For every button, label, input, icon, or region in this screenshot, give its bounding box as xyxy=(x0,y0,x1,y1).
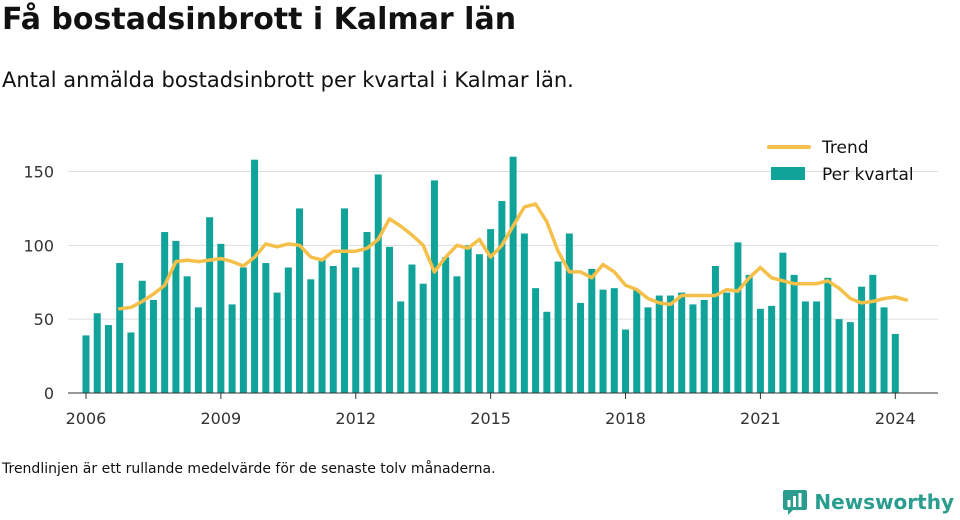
bar xyxy=(341,208,349,393)
x-tick-label: 2009 xyxy=(201,409,242,428)
bar xyxy=(116,263,124,393)
bar xyxy=(813,301,821,393)
bar xyxy=(149,299,157,393)
x-tick-label: 2021 xyxy=(740,409,781,428)
bar xyxy=(172,240,180,393)
bar xyxy=(307,279,315,393)
bar xyxy=(104,325,112,393)
bar xyxy=(217,243,225,393)
bar xyxy=(532,288,540,393)
bar xyxy=(577,302,585,393)
bar xyxy=(408,264,416,393)
legend-trend-label: Trend xyxy=(821,138,869,158)
bar xyxy=(385,246,393,393)
bar xyxy=(666,295,674,393)
chart-subtitle: Antal anmälda bostadsinbrott per kvartal… xyxy=(2,68,574,92)
bar xyxy=(779,252,787,393)
legend-bar-label: Per kvartal xyxy=(822,165,914,185)
bar xyxy=(239,267,247,393)
x-tick-label: 2024 xyxy=(875,409,916,428)
bar xyxy=(296,208,304,393)
bar xyxy=(194,307,202,393)
bar xyxy=(678,292,686,393)
y-tick-label: 150 xyxy=(23,163,54,182)
bar xyxy=(768,305,776,393)
x-tick-label: 2018 xyxy=(605,409,646,428)
bar xyxy=(700,299,708,393)
x-tick-label: 2012 xyxy=(335,409,376,428)
bar xyxy=(183,276,191,393)
bar xyxy=(318,258,326,393)
bar xyxy=(622,329,630,393)
bar xyxy=(891,333,899,393)
bar xyxy=(498,201,506,393)
bar xyxy=(228,304,236,393)
bar xyxy=(273,292,281,393)
bar xyxy=(880,307,888,393)
bar xyxy=(520,233,528,393)
bar xyxy=(442,257,450,393)
bar xyxy=(565,233,573,393)
bar xyxy=(419,283,427,393)
bar xyxy=(846,322,854,393)
bar xyxy=(487,229,495,393)
bar xyxy=(644,307,652,393)
bar xyxy=(251,159,259,393)
brand-name: Newsworthy xyxy=(814,490,954,514)
bar xyxy=(801,301,809,393)
bar xyxy=(790,274,798,393)
bar xyxy=(543,311,551,393)
bar xyxy=(756,308,764,393)
bar xyxy=(363,232,371,393)
bar xyxy=(93,313,101,393)
bar xyxy=(127,332,135,393)
bar xyxy=(509,156,517,393)
chart-title: Få bostadsinbrott i Kalmar län xyxy=(2,2,517,37)
bar xyxy=(835,319,843,393)
x-tick-label: 2006 xyxy=(66,409,107,428)
bar xyxy=(554,261,562,393)
bar xyxy=(734,242,742,393)
bar xyxy=(397,301,405,393)
bar xyxy=(430,180,438,393)
bar xyxy=(329,266,337,393)
y-tick-label: 0 xyxy=(44,384,54,403)
bar xyxy=(633,289,641,393)
footnote: Trendlinjen är ett rullande medelvärde f… xyxy=(2,461,496,477)
axes: 0 50 100 150 2006 2009 2012 2015 2018 2021 2024 xyxy=(23,163,938,428)
bar xyxy=(262,263,270,393)
brand-logo[interactable]: Newsworthy xyxy=(782,488,954,516)
bar xyxy=(869,274,877,393)
y-tick-label: 100 xyxy=(23,236,54,255)
y-tick-label: 50 xyxy=(34,310,54,329)
bar xyxy=(824,277,832,393)
bar xyxy=(138,280,146,393)
bar xyxy=(858,286,866,393)
trend-line xyxy=(117,202,909,311)
bar xyxy=(588,268,596,393)
bar-series xyxy=(82,156,899,393)
bar xyxy=(655,295,663,393)
bar xyxy=(464,245,472,393)
bar xyxy=(599,289,607,393)
legend-bar-swatch xyxy=(771,167,805,180)
trend-series xyxy=(117,202,909,311)
legend: Trend Per kvartal xyxy=(767,138,914,185)
bar xyxy=(284,267,292,393)
bar xyxy=(206,217,214,393)
bar-chart-logo-icon xyxy=(783,490,808,515)
x-tick-label: 2015 xyxy=(470,409,511,428)
bar xyxy=(475,254,483,393)
bar xyxy=(453,276,461,393)
bar xyxy=(711,266,719,393)
bar xyxy=(610,288,618,393)
bar xyxy=(374,174,382,393)
bar xyxy=(161,232,169,393)
bar xyxy=(745,274,753,393)
bar xyxy=(723,292,731,393)
bar xyxy=(82,335,90,393)
bar xyxy=(689,304,697,393)
bar xyxy=(352,267,360,393)
